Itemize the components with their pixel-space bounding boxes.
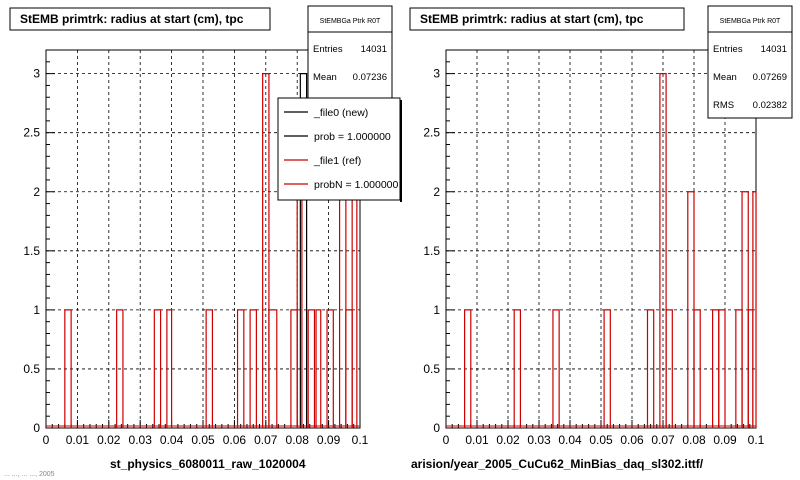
stats-row-label: Mean xyxy=(313,72,337,83)
histogram-bin xyxy=(299,73,308,428)
y-tick-label: 1.5 xyxy=(423,244,440,258)
stats-row-value: 14031 xyxy=(761,44,787,55)
x-tick-label: 0.02 xyxy=(97,433,121,447)
y-tick-label: 0 xyxy=(433,421,440,435)
chart-title-box xyxy=(9,7,271,31)
stats-row-label: Entries xyxy=(713,44,743,55)
x-tick-label: 0.08 xyxy=(286,433,310,447)
stats-row-value: 0.02382 xyxy=(753,100,787,111)
histogram-bin xyxy=(464,309,472,428)
x-tick-label: 0.01 xyxy=(66,433,90,447)
x-tick-label: 0.01 xyxy=(465,433,489,447)
stats-box-name: StEMBGa Ptrk R0T xyxy=(720,18,781,25)
x-tick-label: 0.03 xyxy=(527,433,551,447)
x-tick-label: 0.05 xyxy=(191,433,215,447)
histogram-bin xyxy=(693,309,701,428)
stats-box xyxy=(707,5,793,119)
x-tick-label: 0.08 xyxy=(682,433,706,447)
y-tick-label: 2 xyxy=(33,185,40,199)
chart-title: StEMB primtrk: radius at start (cm), tpc xyxy=(420,12,644,26)
histogram-bin xyxy=(236,309,245,428)
histogram-bin xyxy=(659,73,667,428)
x-tick-label: 0.06 xyxy=(223,433,247,447)
y-tick-label: 0.5 xyxy=(423,362,440,376)
histogram-bin xyxy=(268,309,278,428)
histogram-bin xyxy=(166,309,173,428)
x-axis-label: st_physics_6080011_raw_1020004 xyxy=(110,457,306,471)
y-tick-label: 2.5 xyxy=(23,126,40,140)
x-tick-label: 0.1 xyxy=(352,433,369,447)
x-tick-label: 0.07 xyxy=(254,433,278,447)
histogram-bin xyxy=(153,309,162,428)
histogram-bin xyxy=(262,73,270,428)
x-tick-label: 0.07 xyxy=(651,433,675,447)
stats-row-label: Mean xyxy=(713,72,737,83)
histogram-bin xyxy=(552,309,560,428)
histogram-bin xyxy=(326,309,334,428)
x-tick-label: 0.03 xyxy=(129,433,153,447)
footer-fragment: ... ..., ... ..., 2005 xyxy=(4,471,55,478)
stats-row-value: 14031 xyxy=(361,44,387,55)
y-tick-label: 1.5 xyxy=(23,244,40,258)
legend-entry-label: _file0 (new) xyxy=(313,107,368,119)
chart-title: StEMB primtrk: radius at start (cm), tpc xyxy=(20,12,244,26)
histogram-bin xyxy=(249,309,257,428)
x-tick-label: 0.04 xyxy=(160,433,184,447)
histogram-bin xyxy=(603,309,611,428)
chart-panel-1: 0 0.01 0.02 0.03 0.04 0.05 0.06 0.07 0.08 0.09 0.1… xyxy=(9,5,402,471)
x-tick-label: 0 xyxy=(43,433,50,447)
histogram-bin xyxy=(116,309,124,428)
histogram-bin xyxy=(752,191,757,428)
legend-entry-label: _file1 (ref) xyxy=(313,155,361,167)
x-tick-label: 0.04 xyxy=(558,433,582,447)
histogram-bin xyxy=(315,309,322,428)
x-tick-label: 0.06 xyxy=(620,433,644,447)
histogram-bin xyxy=(64,309,72,428)
legend-entry-label: prob = 1.000000 xyxy=(314,131,391,143)
histogram-bin xyxy=(665,309,673,428)
chart-panel-2: 0 0.01 0.02 0.03 0.04 0.05 0.06 0.07 0.08 0.09 0.1… xyxy=(409,5,793,471)
x-tick-label: 0.09 xyxy=(713,433,737,447)
legend-entry-label: probN = 1.000000 xyxy=(314,179,399,191)
legend-shadow xyxy=(400,100,402,202)
stats-row-value: 0.07236 xyxy=(353,72,387,83)
x-tick-label: 0.02 xyxy=(496,433,520,447)
histogram-bin xyxy=(718,309,726,428)
histogram-bin xyxy=(513,309,521,428)
stats-row-label: Entries xyxy=(313,44,343,55)
y-tick-label: 3 xyxy=(433,67,440,81)
y-tick-label: 1 xyxy=(33,303,40,317)
legend-box xyxy=(277,97,401,201)
x-tick-label: 0.09 xyxy=(317,433,341,447)
histogram-bin xyxy=(205,309,214,428)
y-tick-label: 2 xyxy=(433,185,440,199)
x-axis-label: arision/year_2005_CuCu62_MinBias_daq_sl3… xyxy=(411,457,704,471)
y-tick-label: 2.5 xyxy=(423,126,440,140)
y-tick-label: 1 xyxy=(433,303,440,317)
y-tick-label: 0.5 xyxy=(23,362,40,376)
histogram-bin xyxy=(646,309,655,428)
stats-row-label: RMS xyxy=(713,100,734,111)
chart-title-box xyxy=(409,7,685,31)
y-tick-label: 0 xyxy=(33,421,40,435)
x-tick-label: 0.05 xyxy=(589,433,613,447)
x-tick-label: 0 xyxy=(443,433,450,447)
stats-row-value: 0.07269 xyxy=(753,72,787,83)
stats-box-name: StEMBGa Ptrk R0T xyxy=(320,18,381,25)
x-tick-label: 0.1 xyxy=(748,433,765,447)
histogram-bin xyxy=(307,309,316,428)
y-tick-label: 3 xyxy=(33,67,40,81)
